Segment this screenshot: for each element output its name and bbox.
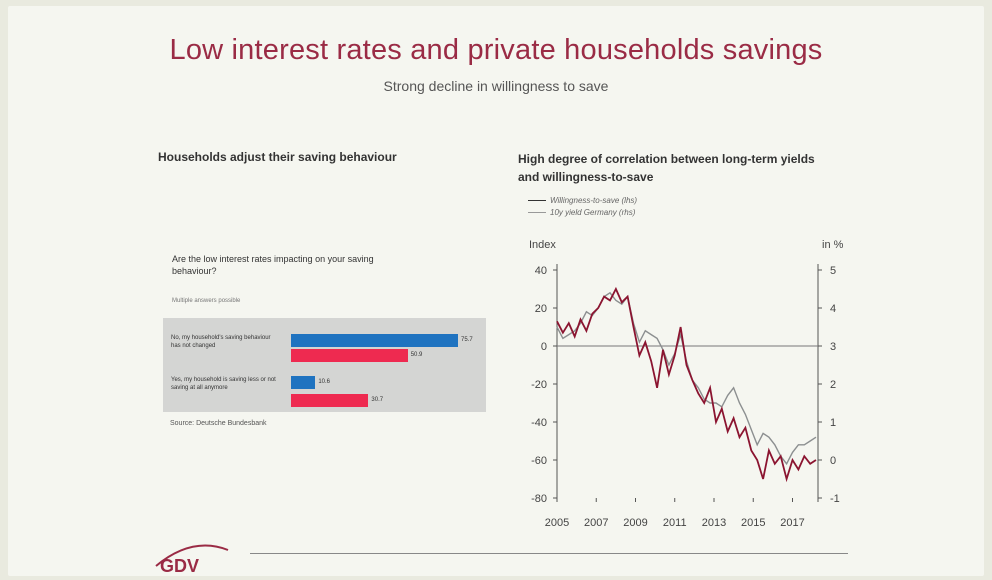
bar-value-label-4: 30.7 (371, 397, 384, 403)
bar-chart-panel: No, my household's saving behaviour has … (163, 318, 486, 412)
bar-saving-less-blue (291, 376, 316, 389)
x-tick-label: 2015 (741, 517, 765, 529)
legend-item-yield: 10y yield Germany (rhs) (528, 206, 637, 218)
bar-value-label-3: 10.6 (318, 379, 331, 385)
x-tick-label: 2007 (584, 517, 608, 529)
bar-value-label-2: 50.9 (410, 352, 423, 358)
bar-chart-source: Source: Deutsche Bundesbank (170, 420, 267, 427)
gdv-logo-arc (155, 544, 229, 567)
y-left-tick-label: -20 (531, 379, 547, 391)
series-line-willingness (556, 286, 817, 483)
legend-swatch-dark (528, 199, 546, 201)
slide-subtitle: Strong decline in willingness to save (383, 78, 609, 94)
y-right-tick-label: 4 (830, 303, 836, 315)
y-right-tick-label: -1 (830, 493, 840, 505)
x-tick-label: 2017 (780, 517, 804, 529)
bar-no-change-blue (291, 334, 458, 347)
bar-category-label-2: Yes, my household is saving less or not … (171, 377, 276, 391)
survey-question: Are the low interest rates impacting on … (172, 254, 374, 276)
x-tick-label: 2011 (663, 517, 687, 529)
y-right-tick-label: 3 (830, 341, 836, 353)
y-right-tick-label: 5 (830, 265, 836, 277)
y-left-tick-label: -60 (531, 455, 547, 467)
left-panel-heading: Households adjust their saving behaviour (158, 150, 397, 164)
y-left-tick-label: -80 (531, 493, 547, 505)
legend-label-willingness: Willingness-to-save (lhs) (550, 195, 638, 205)
x-tick-label: 2005 (545, 517, 569, 529)
line-chart-legend: Willingness-to-save (lhs) 10y yield Germ… (528, 194, 637, 218)
y-left-tick-label: 20 (535, 303, 547, 315)
footer-divider (250, 553, 848, 554)
legend-item-willingness: Willingness-to-save (lhs) (528, 194, 637, 206)
gdv-logo: GDV (160, 556, 200, 576)
legend-label-yield: 10y yield Germany (rhs) (550, 207, 636, 217)
slide: Low interest rates and private household… (8, 6, 984, 576)
bar-value-label-1: 75.7 (461, 337, 473, 343)
slide-title: Low interest rates and private household… (169, 34, 823, 66)
bar-saving-less-red (291, 394, 369, 407)
series-line-yield (556, 291, 817, 466)
y-right-axis-title: in % (822, 239, 844, 251)
survey-note: Multiple answers possible (172, 298, 241, 304)
y-right-tick-label: 0 (830, 455, 836, 467)
bar-no-change-red (291, 349, 408, 362)
x-tick-label: 2013 (702, 517, 726, 529)
y-left-axis-title: Index (529, 239, 556, 251)
right-panel-heading: High degree of correlation between long-… (518, 152, 815, 184)
y-right-tick-label: 2 (830, 379, 836, 391)
y-left-tick-label: -40 (531, 417, 547, 429)
legend-swatch-grey (528, 211, 546, 213)
y-left-tick-label: 0 (541, 341, 547, 353)
y-left-tick-label: 40 (535, 265, 547, 277)
bar-category-label-1: No, my household's saving behaviour has … (171, 335, 271, 349)
x-tick-label: 2009 (623, 517, 647, 529)
y-right-tick-label: 1 (830, 417, 836, 429)
